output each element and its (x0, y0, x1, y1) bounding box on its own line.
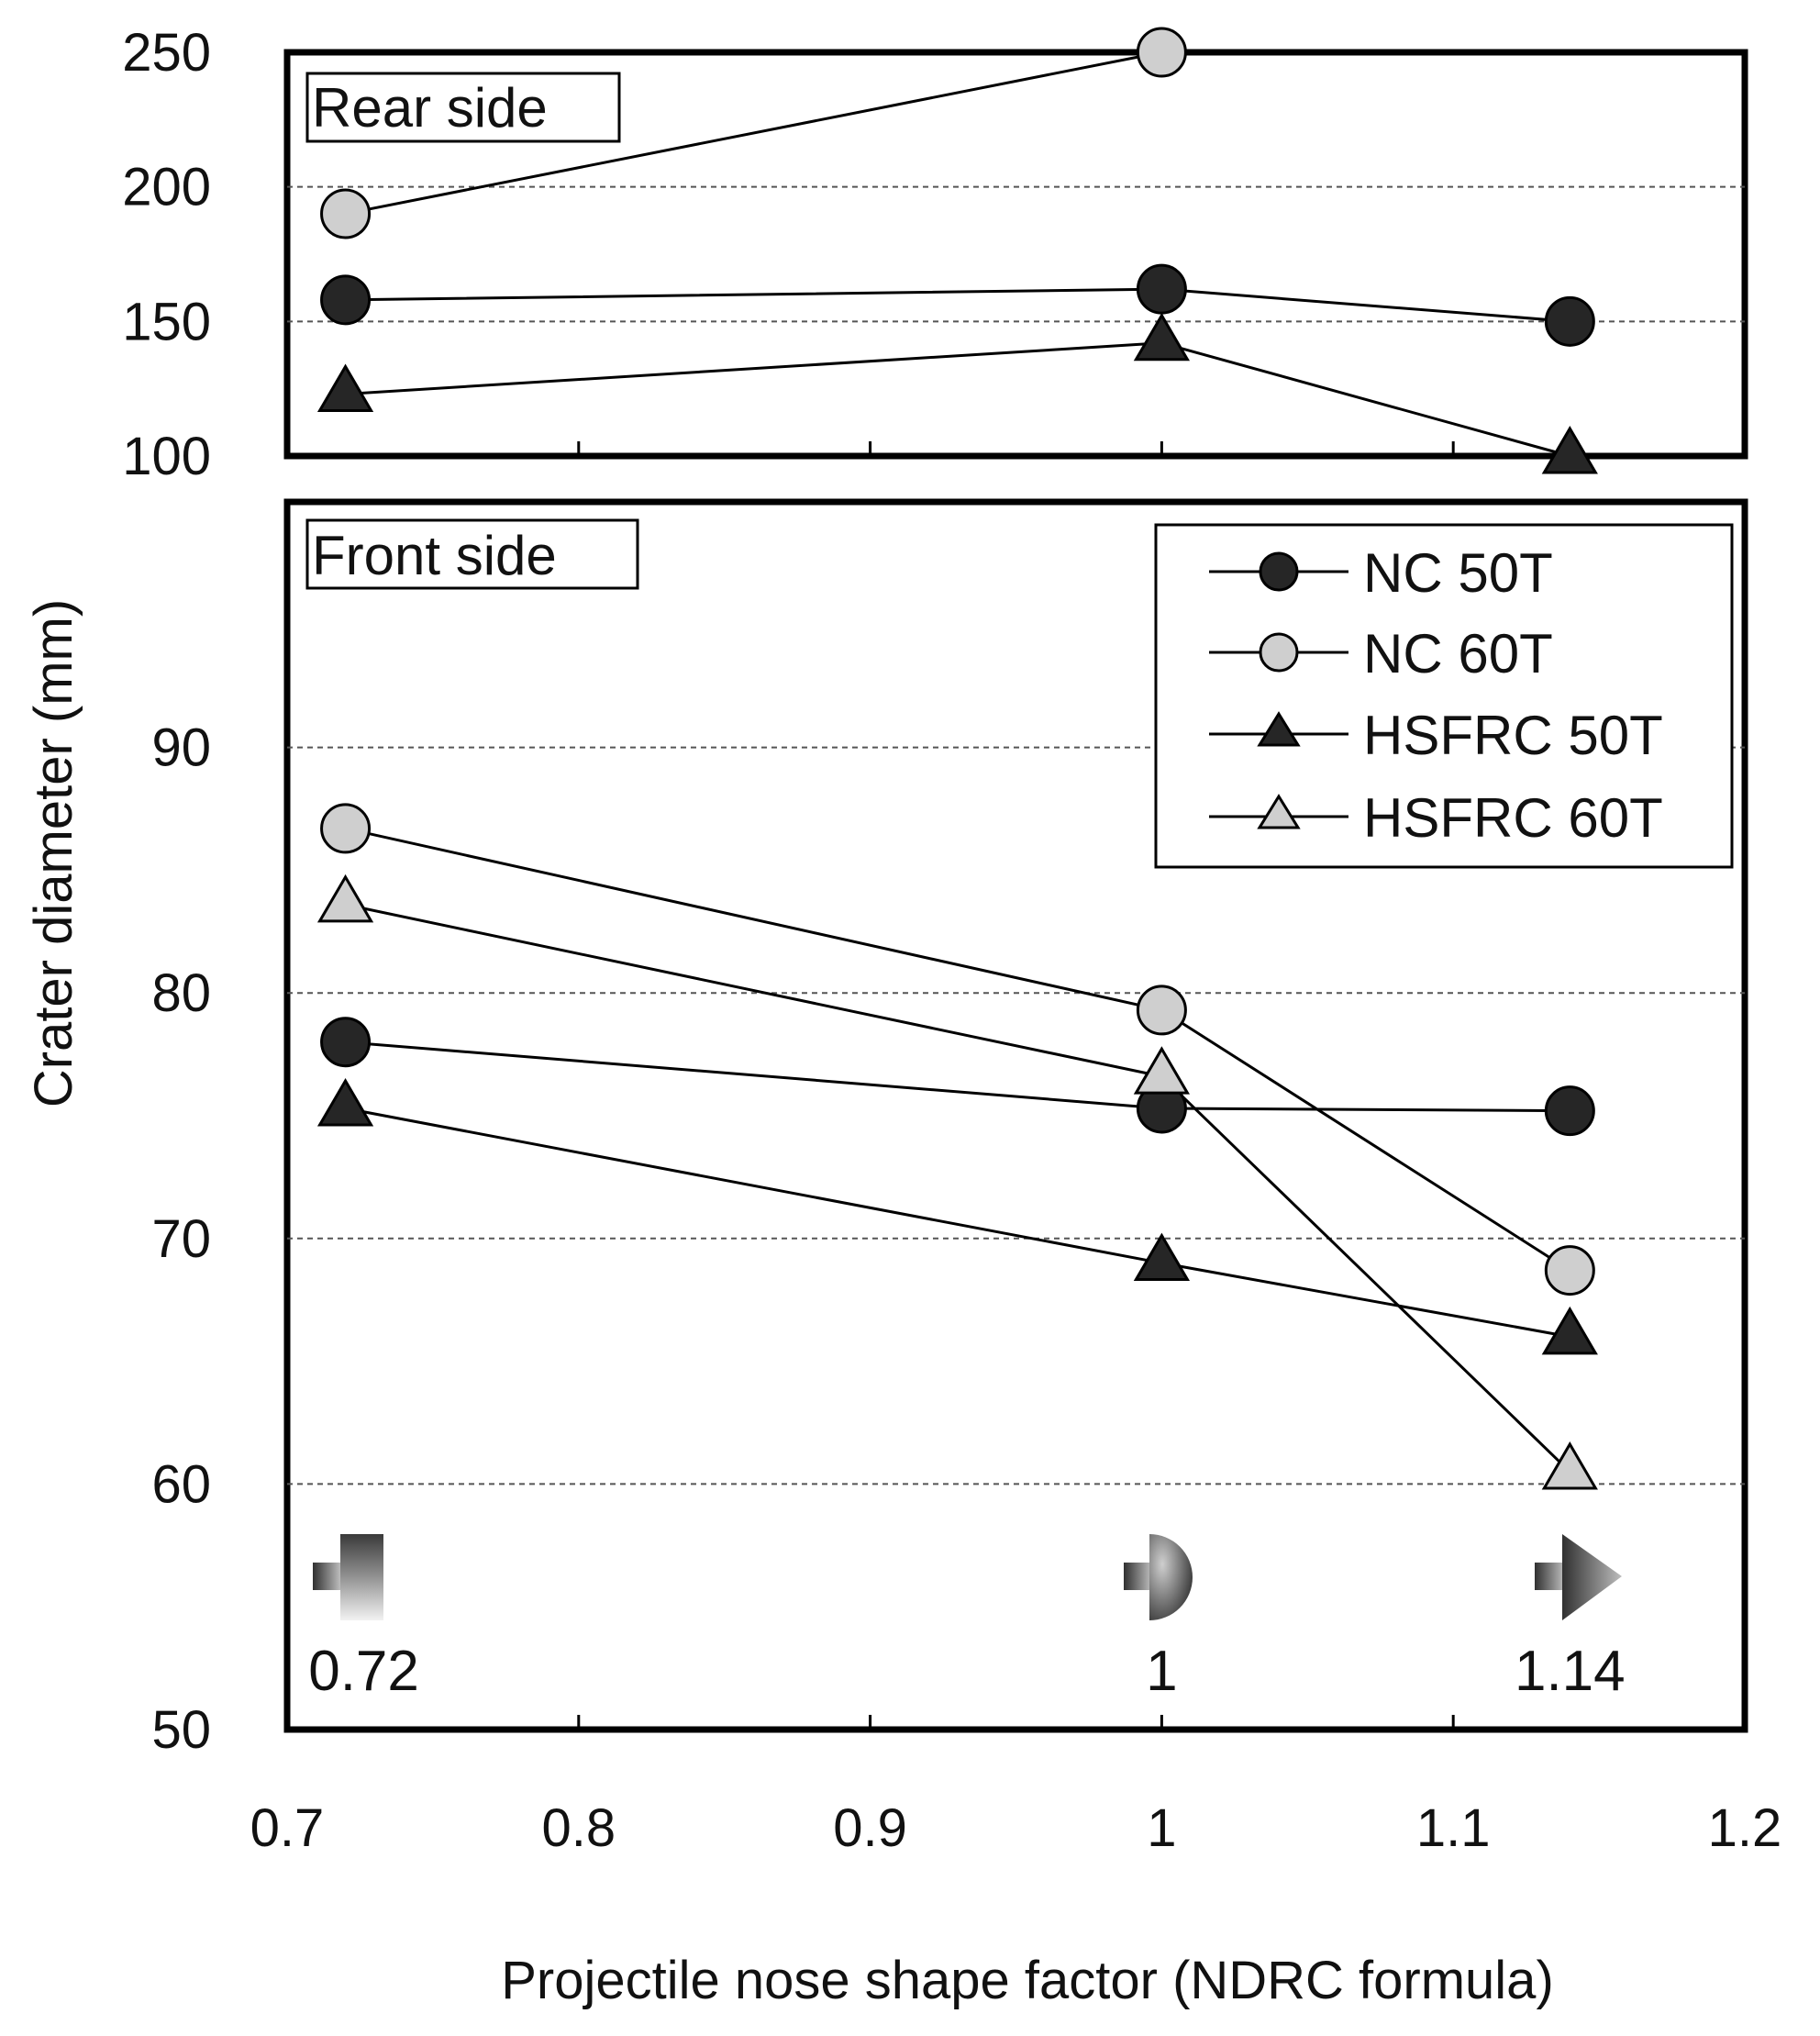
rear-side-point-hsfrc-50t-2 (1541, 426, 1598, 474)
front-side-point-hsfrc-60t-0 (316, 873, 374, 923)
rear-side-y-tick-label-200: 200 (122, 158, 211, 217)
y-axis-label: Crater diameter (mm) (24, 599, 83, 1107)
front-side-y-tick-label-50: 50 (151, 1700, 211, 1760)
x-tick-label-1-2: 1.2 (1708, 1798, 1782, 1858)
front-side-point-nc-50t-2 (1544, 1085, 1595, 1137)
x-tick-label-0-7: 0.7 (250, 1798, 325, 1858)
front-side-series-line-hsfrc-50t (345, 1107, 1570, 1339)
front-side-y-tick-label-60: 60 (151, 1454, 211, 1514)
front-side-series-line-nc-60t (345, 827, 1571, 1272)
rear-side-point-nc-60t-1 (1136, 27, 1187, 78)
legend-label-hsfrc-60t: HSFRC 60T (1363, 787, 1663, 849)
rear-side-series-line-nc-60t (345, 50, 1162, 216)
front-side-y-tick-label-70: 70 (151, 1209, 211, 1269)
rear-panel-label-box (305, 72, 621, 143)
legend-label-nc-50t: NC 50T (1363, 542, 1553, 604)
legend-marker-hsfrc-60t (1257, 794, 1301, 829)
front-panel-label: Front side (312, 525, 557, 586)
front-side-point-hsfrc-60t-1 (1133, 1046, 1191, 1095)
front-side-point-hsfrc-50t-2 (1541, 1306, 1598, 1355)
legend: NC 50T NC 60T HSFRC 50T HSFRC 60T (1154, 523, 1734, 869)
rear-side-point-hsfrc-50t-1 (1133, 312, 1191, 362)
front-side-point-hsfrc-50t-0 (316, 1077, 374, 1127)
front-panel-frame (283, 498, 1748, 1733)
x-tick-label-0-9: 0.9 (833, 1798, 907, 1858)
rear-side-y-tick-label-250: 250 (122, 23, 211, 83)
x-tick-label-1-1: 1.1 (1416, 1798, 1491, 1858)
rear-panel-frame (283, 49, 1748, 460)
front-side-point-hsfrc-50t-1 (1133, 1232, 1191, 1282)
legend-box (1154, 523, 1734, 869)
front-side-y-tick-label-90: 90 (151, 718, 211, 778)
ogive-nose-projectile-icon (1535, 1534, 1622, 1620)
legend-marker-nc-60t (1259, 632, 1299, 673)
rear-side-point-nc-60t-0 (320, 188, 372, 239)
rear-panel-label: Rear side (312, 77, 548, 139)
rear-side-y-tick-label-150: 150 (122, 292, 211, 351)
front-side-point-nc-60t-1 (1136, 985, 1187, 1036)
rear-side-point-hsfrc-50t-0 (316, 363, 374, 413)
legend-label-nc-60t: NC 60T (1363, 623, 1553, 684)
legend-label-hsfrc-50t: HSFRC 50T (1363, 705, 1663, 766)
rear-side-y-tick-label-100: 100 (122, 427, 211, 486)
hemispherical-nose-projectile-icon (1124, 1534, 1193, 1620)
rear-side-point-nc-50t-1 (1136, 263, 1187, 315)
front-side-point-hsfrc-60t-2 (1541, 1441, 1598, 1490)
front-panel-label-box (305, 518, 639, 590)
front-side-point-nc-60t-2 (1544, 1245, 1595, 1296)
nose-shape-label-1-14: 1.14 (1515, 1640, 1626, 1703)
front-side-point-nc-60t-0 (320, 803, 372, 854)
legend-entry-hsfrc-50t: HSFRC 50T (1209, 705, 1663, 766)
front-side-series-line-nc-50t (345, 1040, 1570, 1113)
rear-side-point-nc-50t-2 (1544, 295, 1595, 347)
flat-nose-projectile-icon (313, 1534, 383, 1620)
x-tick-label-1: 1 (1147, 1798, 1176, 1858)
rear-side-series-line-hsfrc-50t (345, 341, 1570, 458)
nose-shape-label-1: 1 (1146, 1640, 1177, 1703)
legend-marker-hsfrc-50t (1257, 711, 1301, 747)
x-tick-label-0-8: 0.8 (541, 1798, 616, 1858)
legend-entry-nc-50t: NC 50T (1209, 542, 1553, 604)
front-side-point-nc-50t-0 (320, 1017, 372, 1068)
legend-entry-nc-60t: NC 60T (1209, 623, 1553, 684)
rear-side-point-nc-50t-0 (320, 274, 372, 326)
front-side-series-line-hsfrc-60t (345, 903, 1571, 1474)
x-axis-label: Projectile nose shape factor (NDRC formu… (501, 1951, 1554, 2010)
front-side-y-tick-label-80: 80 (151, 963, 211, 1023)
legend-entry-hsfrc-60t: HSFRC 60T (1209, 787, 1663, 849)
nose-shape-label-0-72: 0.72 (308, 1640, 419, 1703)
rear-side-series-line-nc-50t (345, 287, 1570, 323)
legend-marker-nc-50t (1259, 551, 1299, 592)
